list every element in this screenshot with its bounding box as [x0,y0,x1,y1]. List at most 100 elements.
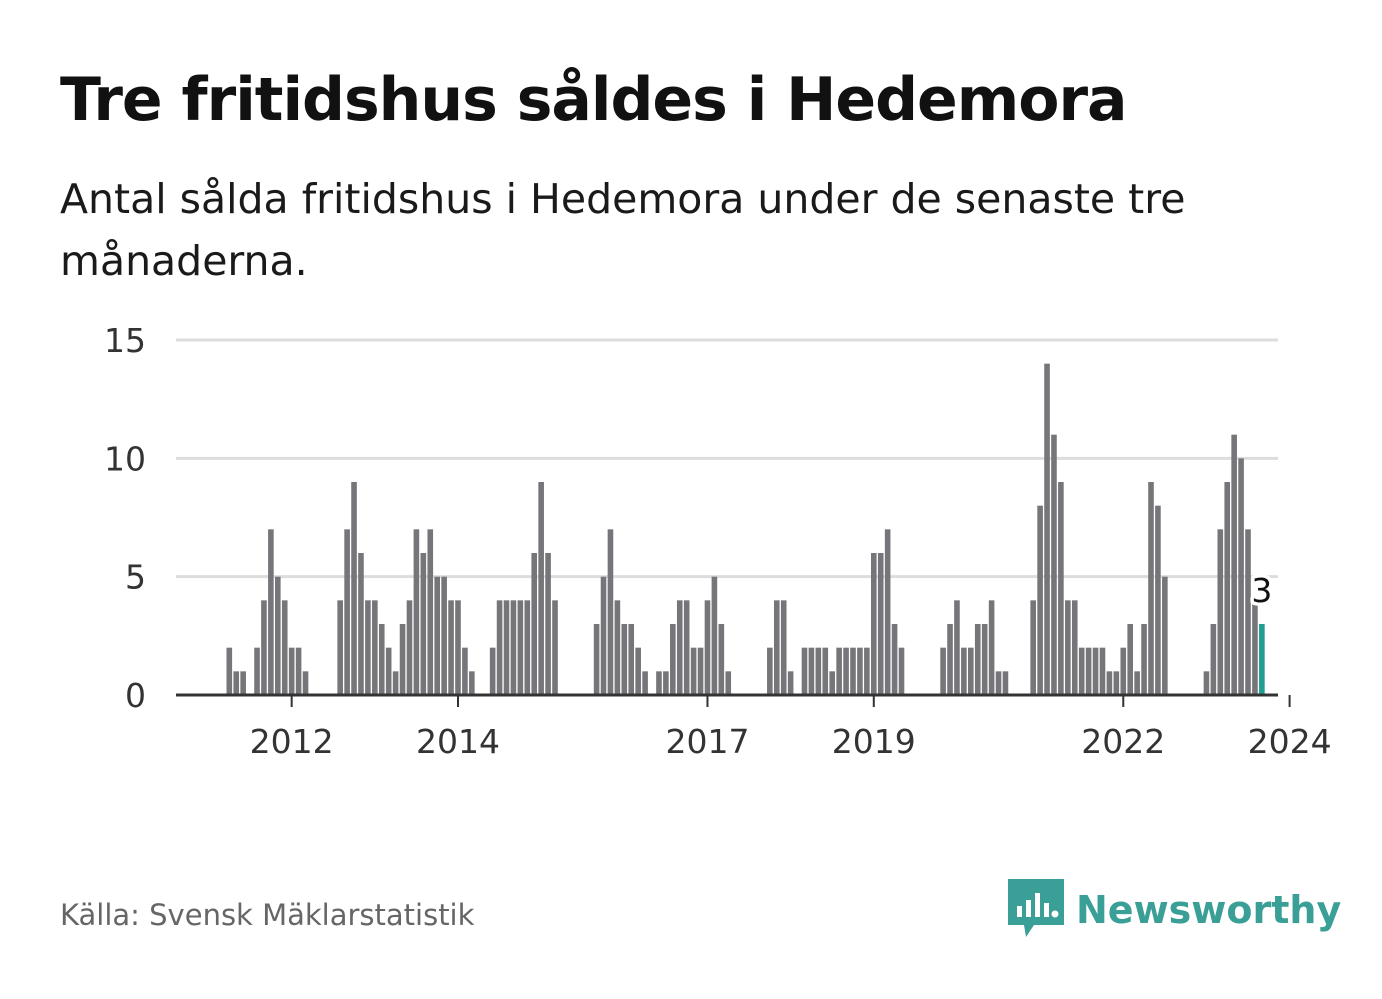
bar [787,671,794,695]
bar [1231,434,1237,695]
bar [843,647,849,695]
bar [226,647,233,695]
bar [254,647,260,695]
bar [448,600,454,695]
bar [427,529,434,695]
bar [697,647,704,695]
bar [434,576,440,695]
bar [524,600,531,695]
bar [663,671,669,695]
bar [593,624,600,695]
bar [718,624,725,695]
bar [635,647,641,695]
y-tick-label: 15 [104,321,146,360]
bar [1092,647,1099,695]
bar [538,482,544,695]
bar [1134,671,1140,695]
bar [607,529,614,695]
bar [372,600,378,695]
bar [704,600,711,695]
bar [683,600,690,695]
bar [621,624,628,695]
bar [676,600,683,695]
bar [981,624,988,695]
newsworthy-logo-icon [1008,879,1064,937]
bar [1002,671,1009,695]
bar [496,600,503,695]
bar [1099,647,1106,695]
bars [226,363,1265,695]
bar [628,624,635,695]
brand-name: Newsworthy [1076,888,1342,932]
bar [898,647,905,695]
bar [517,600,524,695]
bar [385,647,392,695]
bar [378,624,385,695]
x-tick-label: 2014 [416,722,500,761]
bar [455,600,461,695]
bar [836,647,842,695]
bar [656,671,662,695]
bar [870,553,877,695]
source-note: Källa: Svensk Mäklarstatistik [60,898,475,932]
bar [462,647,468,695]
bar [261,600,267,695]
bar [268,529,274,695]
bar [365,600,371,695]
last-value-label: 3 [1251,571,1272,610]
bar [725,671,732,695]
bar [773,600,780,695]
bar [850,647,856,695]
bar [1238,458,1244,695]
bar [295,647,302,695]
bar [690,647,697,695]
bar [420,553,427,695]
bar [877,553,884,695]
bar [1037,505,1043,695]
x-tick-label: 2012 [250,722,334,761]
bar [358,553,364,695]
bar-chart: 0 5 10 15 2012 2014 2017 2019 2022 2024 3 [104,321,1332,761]
bar [1044,363,1050,695]
bar [1148,482,1154,695]
bar [1217,529,1224,695]
bar [1120,647,1127,695]
bar [642,671,648,695]
bar [767,647,773,695]
bar [1113,671,1120,695]
bar [974,624,981,695]
bar [884,529,891,695]
bar [531,553,538,695]
bar [441,576,447,695]
bar [1078,647,1085,695]
bar [545,553,551,695]
bar [670,624,676,695]
chart-subtitle: Antal sålda fritidshus i Hedemora under … [60,175,1186,285]
bar [1051,434,1057,695]
bar [600,576,607,695]
newsworthy-logo: Newsworthy [1008,878,1341,942]
bar [954,600,960,695]
bar [1085,647,1092,695]
bar [940,647,946,695]
bar [233,671,240,695]
labels: 0 5 10 15 2012 2014 2017 2019 2022 2024 3 [104,321,1332,761]
bar [829,671,836,695]
bar [510,600,517,695]
bar [1141,624,1147,695]
bar [891,624,898,695]
bar [711,576,718,695]
bar [815,647,822,695]
bar [302,671,309,695]
bar [1030,600,1036,695]
bar [961,647,967,695]
bar [240,671,246,695]
gridlines [176,338,1278,579]
bar [344,529,350,695]
bar [1127,624,1133,695]
bar [288,647,295,695]
x-tick-label: 2017 [665,722,749,761]
bar [1210,624,1217,695]
chart-title: Tre fritidshus såldes i Hedemora [60,65,1128,135]
bar [1071,600,1078,695]
